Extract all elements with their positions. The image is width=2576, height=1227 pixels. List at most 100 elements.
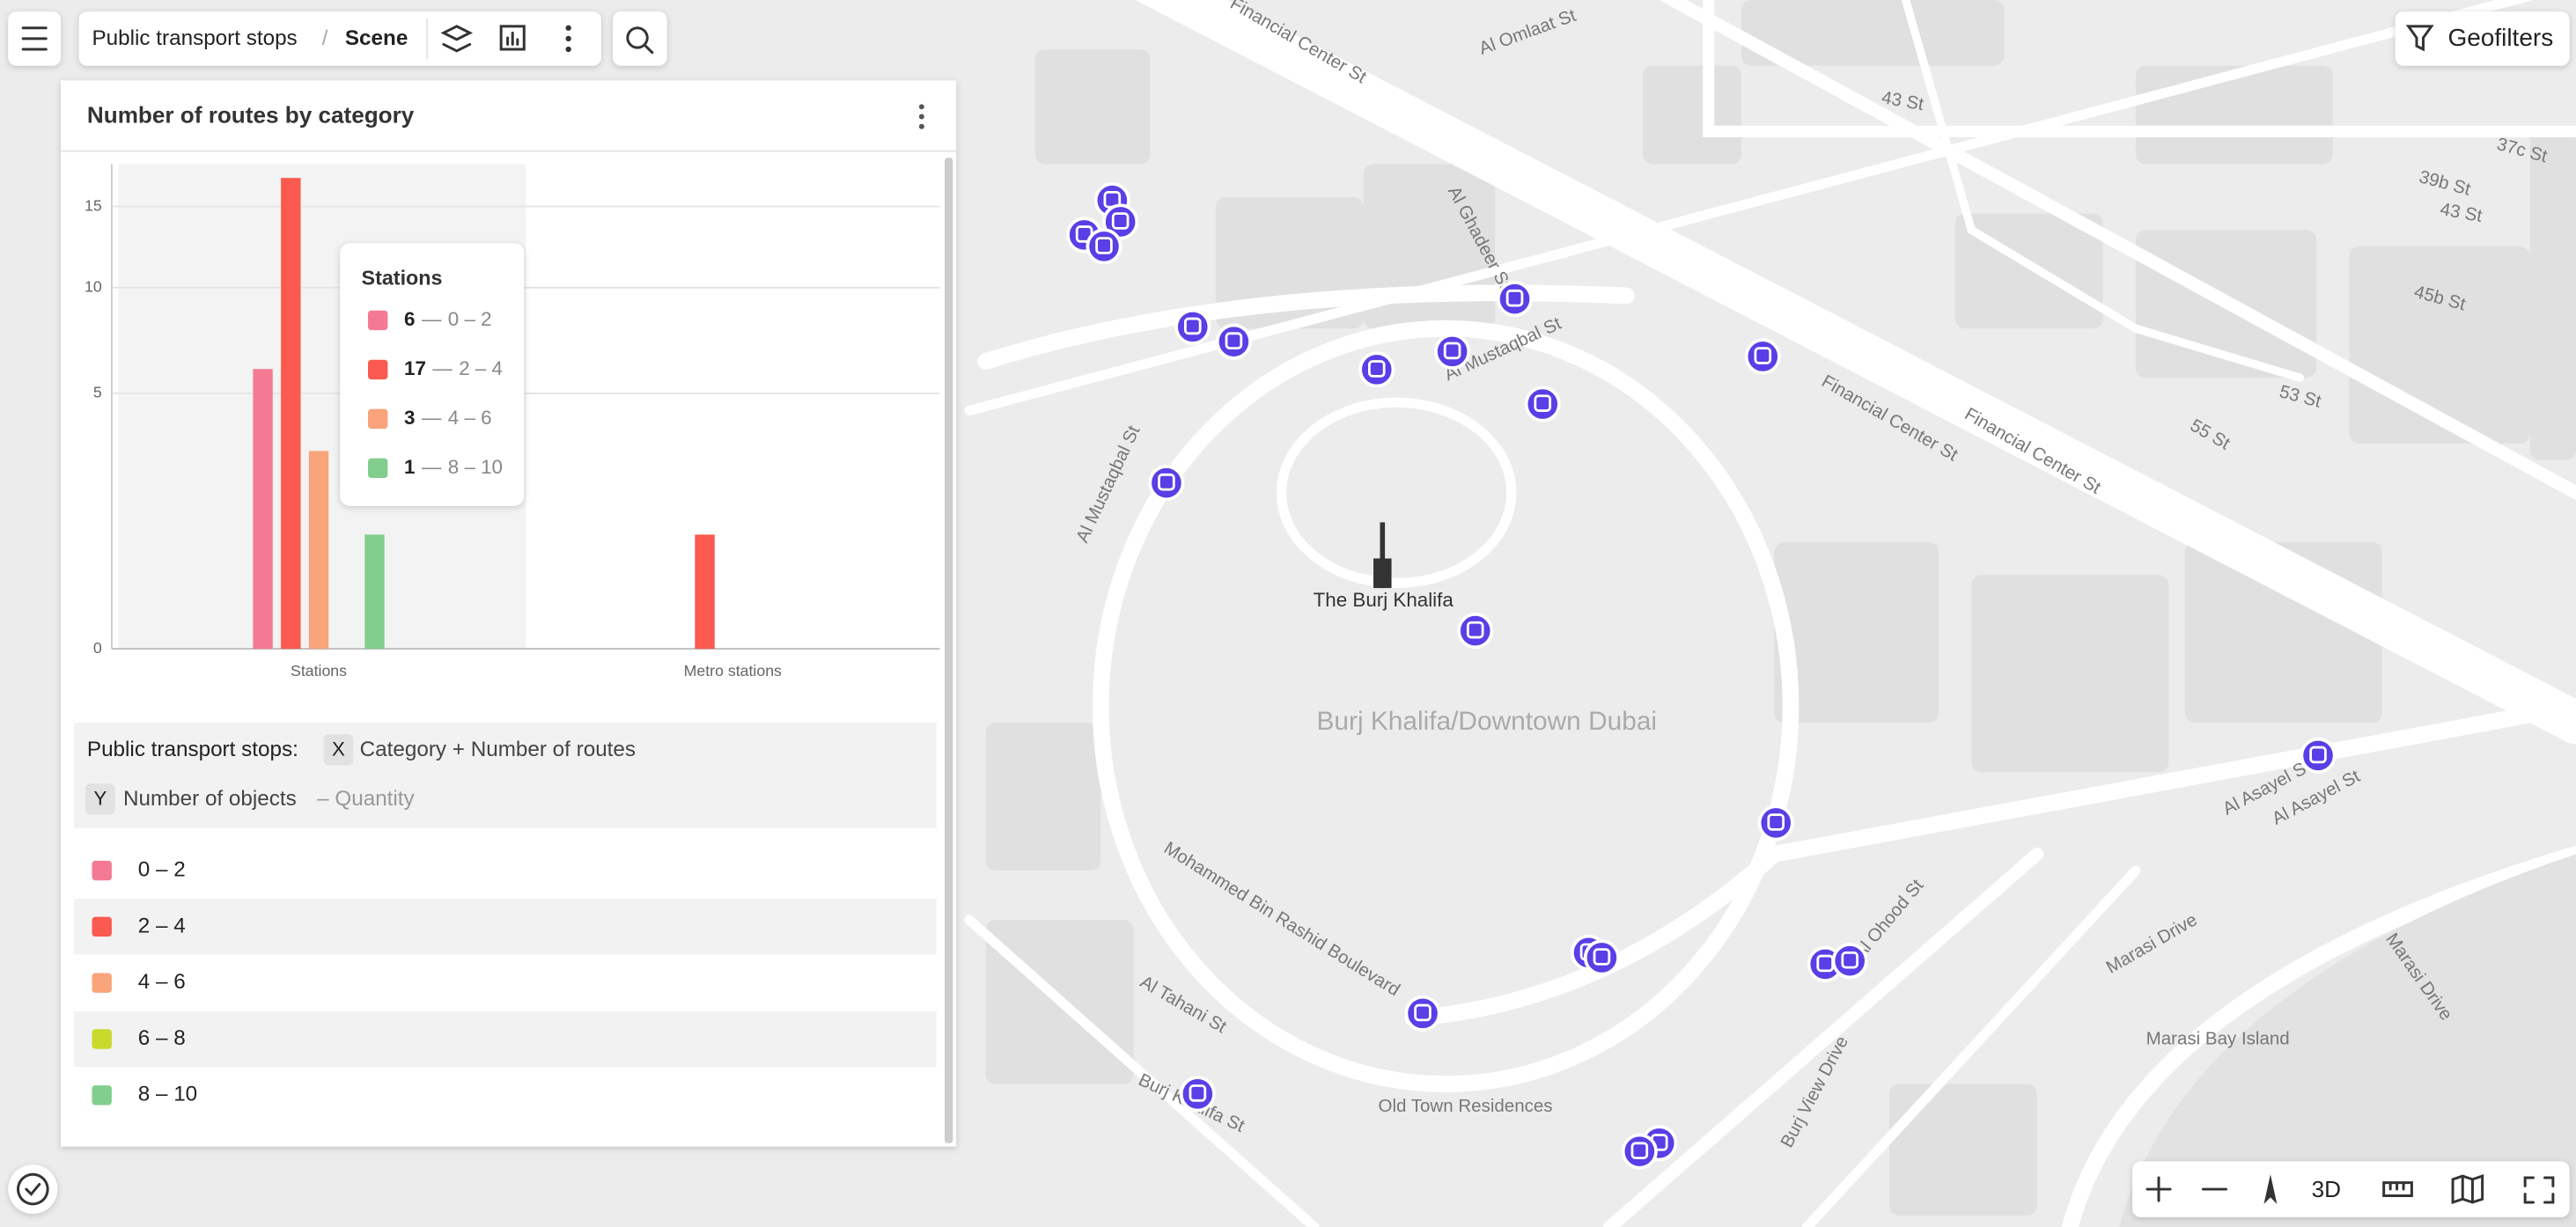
y-tick-label: 0 <box>93 639 102 657</box>
transit-stop[interactable] <box>1102 203 1139 240</box>
transit-stop[interactable] <box>1179 1076 1216 1113</box>
stop-glyph <box>1505 289 1524 307</box>
breadcrumb-separator: / <box>322 26 328 50</box>
filter-icon <box>2405 25 2434 52</box>
legend-label: 8 – 10 <box>138 1083 197 1106</box>
marasi-island <box>2119 854 2576 1227</box>
search-button[interactable] <box>613 11 667 66</box>
ruler[interactable] <box>2382 1181 2413 1198</box>
legend-swatch <box>92 1085 112 1106</box>
legend-row-bg <box>73 899 937 955</box>
fullscreen[interactable] <box>2523 1176 2555 1204</box>
transit-stop[interactable] <box>1174 308 1211 345</box>
map-label: Old Town Residences <box>1379 1096 1553 1116</box>
stop-glyph <box>1414 1003 1432 1022</box>
history-button[interactable] <box>8 1165 58 1215</box>
stop-circle <box>1757 805 1794 841</box>
map-controls: 3D <box>8 1161 2570 1217</box>
tooltip-title: Stations <box>362 266 443 289</box>
transit-stop[interactable] <box>1496 281 1534 318</box>
stop-circle <box>2300 737 2337 774</box>
transit-stop[interactable] <box>1086 228 1122 265</box>
tooltip-label: 8 – 10 <box>448 456 503 478</box>
bar <box>695 534 715 650</box>
stop-circle <box>1524 386 1561 422</box>
chart-title: Number of routes by category <box>87 101 415 128</box>
y-chip-label: Y <box>93 788 107 810</box>
tooltip-swatch <box>368 408 388 430</box>
stop-glyph <box>1534 394 1552 412</box>
compass[interactable] <box>2263 1174 2278 1204</box>
stop-glyph <box>1225 332 1243 350</box>
transit-stop[interactable] <box>1148 465 1185 502</box>
stop-glyph <box>1111 212 1130 230</box>
tooltip-box <box>340 243 525 506</box>
transit-stop[interactable] <box>1757 805 1794 841</box>
history-icon <box>17 1172 49 1206</box>
stop-circle <box>1102 203 1139 240</box>
stop-glyph <box>1095 237 1113 254</box>
stop-circle <box>1358 351 1395 388</box>
stop-circle <box>1148 465 1185 502</box>
y-field: Number of objects <box>123 787 297 811</box>
transit-stop[interactable] <box>1434 333 1471 370</box>
transit-stop[interactable] <box>1524 386 1561 422</box>
axis-info <box>73 723 937 828</box>
transit-stop[interactable] <box>1583 939 1620 976</box>
zoom-in[interactable] <box>2145 1176 2172 1202</box>
legend-swatch <box>92 973 112 993</box>
transit-stops <box>1066 182 2337 1170</box>
panel-menu[interactable] <box>918 104 924 129</box>
legend-label: 0 – 2 <box>138 857 186 881</box>
geofilters-button[interactable] <box>2395 11 2570 66</box>
stop-circle <box>1496 281 1534 318</box>
y-tick-label: 10 <box>85 277 102 295</box>
transit-stop[interactable] <box>1457 613 1494 650</box>
transit-stop[interactable] <box>2300 737 2337 774</box>
menu-icon <box>21 26 48 51</box>
tooltip-item: 3 — 4 – 6 <box>404 407 492 429</box>
tooltip-swatch <box>368 359 388 380</box>
stop-glyph <box>1466 621 1484 639</box>
bar <box>364 534 385 650</box>
tooltip-separator: — <box>422 407 442 429</box>
chart-panel: Number of routes by category 0 5 10 15 Stati… <box>61 80 957 1147</box>
bar <box>253 369 273 650</box>
stop-glyph <box>1367 360 1386 378</box>
layers-button[interactable] <box>440 25 474 53</box>
map-label: The Burj Khalifa <box>1314 589 1454 611</box>
stop-glyph <box>1158 473 1175 491</box>
transit-stop[interactable] <box>1404 995 1441 1032</box>
tooltip: Stations 6 — 0 – 2 17 — 2 – 4 3 — 4 – 6 1 — 8 – 10 <box>340 243 525 506</box>
stop-glyph <box>1767 813 1785 831</box>
y-aggregation: – Quantity <box>317 787 415 811</box>
y-tick-label: 15 <box>85 196 102 214</box>
breadcrumb-bar <box>78 11 601 66</box>
x-tick-label: Stations <box>291 662 347 680</box>
tooltip-separator: — <box>422 308 442 330</box>
tooltip-label: 4 – 6 <box>448 407 492 429</box>
transit-stop[interactable] <box>1831 943 1868 980</box>
toolbar: Public transport stops / Scene Geofilter… <box>8 11 2570 66</box>
legend-label: 2 – 4 <box>138 914 186 937</box>
transit-stop[interactable] <box>1744 338 1781 375</box>
stop-glyph <box>1754 347 1772 364</box>
breadcrumb-layer[interactable]: Public transport stops <box>92 26 298 50</box>
stop-circle <box>1831 943 1868 980</box>
scrollbar[interactable] <box>944 158 953 1143</box>
x-tick-label: Metro stations <box>684 662 782 680</box>
basemap[interactable] <box>2451 1174 2484 1205</box>
breadcrumb-scene[interactable]: Scene <box>345 26 408 50</box>
tooltip-value: 1 <box>404 456 415 478</box>
stop-circle <box>1434 333 1471 370</box>
more-button[interactable] <box>565 25 571 53</box>
transit-stop[interactable] <box>1215 323 1252 360</box>
transit-stop[interactable] <box>1358 351 1395 388</box>
chart-button[interactable] <box>499 25 526 51</box>
tooltip-swatch <box>368 458 388 479</box>
layer-name: Public transport stops: <box>87 738 298 761</box>
3d-toggle[interactable]: 3D <box>2312 1176 2341 1202</box>
transit-stop[interactable] <box>1621 1133 1658 1170</box>
